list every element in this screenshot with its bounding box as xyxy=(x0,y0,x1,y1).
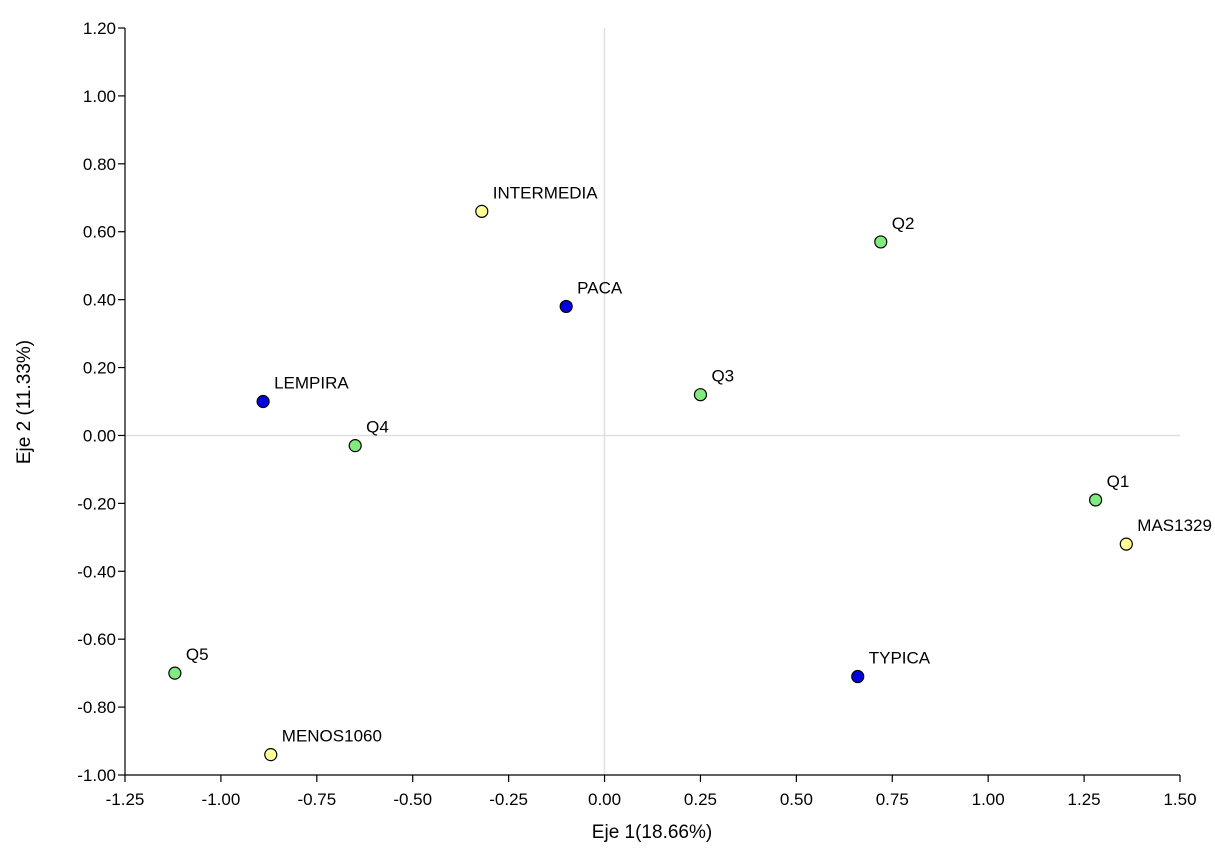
y-tick-label: -0.40 xyxy=(77,562,116,581)
point-label: PACA xyxy=(577,278,623,297)
data-point xyxy=(475,204,489,218)
data-point xyxy=(168,666,182,680)
x-tick-label: 0.75 xyxy=(876,790,909,809)
y-tick-label: 1.00 xyxy=(83,87,116,106)
data-point xyxy=(874,235,888,249)
x-tick-label: 1.50 xyxy=(1163,790,1196,809)
y-tick-label: -0.60 xyxy=(77,630,116,649)
x-tick-label: -0.50 xyxy=(393,790,432,809)
x-tick-label: 0.25 xyxy=(684,790,717,809)
y-tick-label: 0.80 xyxy=(83,155,116,174)
x-axis-title: Eje 1(18.66%) xyxy=(592,822,712,843)
x-tick-label: -0.25 xyxy=(489,790,528,809)
data-point xyxy=(256,394,270,409)
x-tick-label: -0.75 xyxy=(297,790,336,809)
point-label: INTERMEDIA xyxy=(493,183,599,202)
y-tick-label: -1.00 xyxy=(77,766,116,785)
data-point xyxy=(348,439,362,453)
y-tick-label: -0.80 xyxy=(77,698,116,717)
y-tick-label: 1.20 xyxy=(83,19,116,38)
data-point xyxy=(264,748,278,762)
point-label: Q3 xyxy=(711,367,734,386)
x-tick-label: 1.00 xyxy=(972,790,1005,809)
data-point xyxy=(851,669,865,684)
x-tick-label: 0.00 xyxy=(588,790,621,809)
data-point xyxy=(693,388,708,402)
point-label: MAS1329 xyxy=(1137,516,1212,535)
y-tick-label: 0.40 xyxy=(83,291,116,310)
x-tick-label: -1.25 xyxy=(106,790,145,809)
y-tick-label: 0.20 xyxy=(83,359,116,378)
x-tick-label: 1.25 xyxy=(1068,790,1101,809)
point-label: LEMPIRA xyxy=(274,374,349,393)
y-tick-label: 0.00 xyxy=(83,426,116,445)
x-tick-label: -1.00 xyxy=(202,790,241,809)
point-label: Q4 xyxy=(366,418,389,437)
point-label: Q2 xyxy=(892,214,915,233)
y-tick-label: 0.60 xyxy=(83,223,116,242)
data-point xyxy=(1088,493,1103,507)
data-point xyxy=(1119,537,1133,551)
point-label: Q1 xyxy=(1107,472,1130,491)
data-point xyxy=(559,299,573,314)
point-label: Q5 xyxy=(186,645,209,664)
y-tick-label: -0.20 xyxy=(77,494,116,513)
x-tick-label: 0.50 xyxy=(780,790,813,809)
y-axis-title: Eje 2 (11.33%) xyxy=(14,340,35,464)
point-label: TYPICA xyxy=(869,649,931,668)
point-label: MENOS1060 xyxy=(282,727,382,746)
